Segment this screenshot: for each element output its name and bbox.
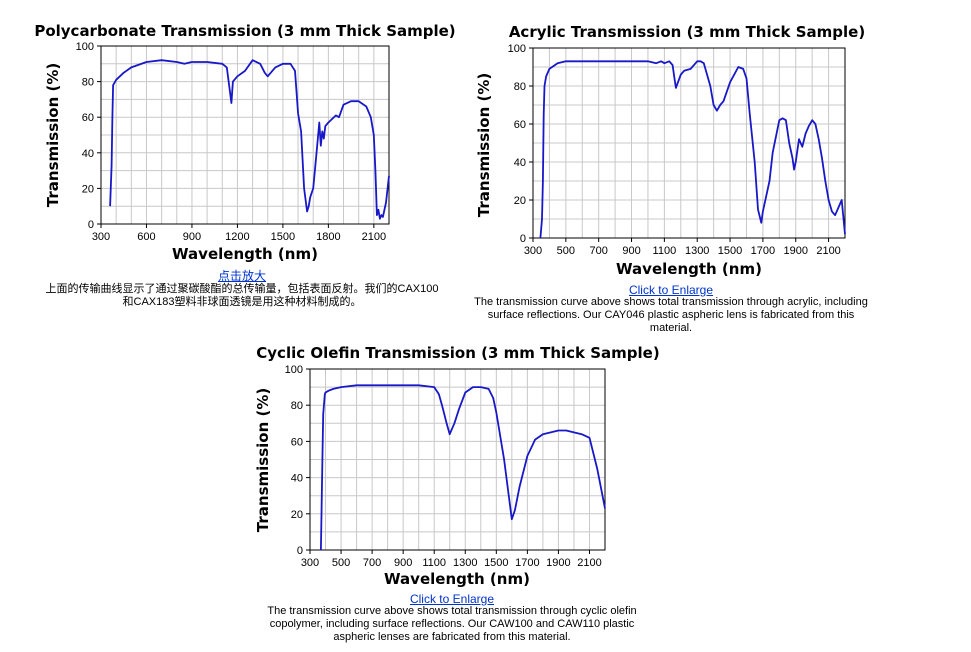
- acrylic-xtick-label: 700: [590, 245, 608, 257]
- acrylic-transmission-curve: [539, 60, 846, 239]
- cyclic-olefin-ytick-label: 40: [291, 473, 303, 485]
- acrylic-ytick-label: 20: [514, 195, 526, 207]
- polycarbonate-x-axis-label: Wavelength (nm): [172, 245, 318, 263]
- cyclic-olefin-xtick-label: 1700: [515, 557, 539, 569]
- cyclic-olefin-xtick-label: 1100: [422, 557, 446, 569]
- acrylic-xtick-label: 300: [524, 245, 542, 257]
- acrylic-xtick-label: 2100: [816, 245, 840, 257]
- acrylic-xtick-label: 500: [557, 245, 575, 257]
- cyclic-olefin-chart-title: Cyclic Olefin Transmission (3 mm Thick S…: [256, 344, 659, 362]
- cyclic-olefin-ytick-label: 80: [291, 400, 303, 412]
- polycarbonate-transmission-curve: [109, 59, 390, 220]
- polycarbonate-ytick-label: 60: [82, 112, 94, 124]
- cyclic-olefin-caption: The transmission curve above shows total…: [267, 605, 637, 643]
- polycarbonate-xtick-label: 2100: [362, 231, 386, 243]
- polycarbonate-ytick-label: 20: [82, 183, 94, 195]
- cyclic-olefin-ytick-label: 100: [285, 364, 303, 376]
- acrylic-ytick-label: 40: [514, 157, 526, 169]
- acrylic-chart-title: Acrylic Transmission (3 mm Thick Sample): [509, 23, 865, 41]
- polycarbonate-xtick-label: 1500: [271, 231, 295, 243]
- polycarbonate-ytick-label: 0: [88, 219, 94, 231]
- polycarbonate-ytick-label: 100: [76, 41, 94, 53]
- cyclic-olefin-xtick-label: 900: [394, 557, 412, 569]
- polycarbonate-xtick-label: 1200: [225, 231, 249, 243]
- cyclic-olefin-xtick-label: 500: [332, 557, 350, 569]
- cyclic-olefin-x-axis-label: Wavelength (nm): [384, 570, 530, 588]
- polycarbonate-plot-frame: [100, 45, 390, 225]
- cyclic-olefin-xtick-label: 1300: [453, 557, 477, 569]
- polycarbonate-xtick-label: 1800: [316, 231, 340, 243]
- cyclic-olefin-xtick-label: 2100: [577, 557, 601, 569]
- acrylic-ytick-label: 100: [508, 43, 526, 55]
- polycarbonate-ytick-label: 40: [82, 148, 94, 160]
- acrylic-xtick-label: 1300: [685, 245, 709, 257]
- acrylic-caption: The transmission curve above shows total…: [474, 296, 868, 334]
- cyclic-olefin-xtick-label: 300: [301, 557, 319, 569]
- polycarbonate-xtick-label: 300: [92, 231, 110, 243]
- acrylic-xtick-label: 1100: [653, 245, 677, 257]
- acrylic-ytick-label: 80: [514, 81, 526, 93]
- acrylic-ytick-label: 60: [514, 119, 526, 131]
- acrylic-click-to-enlarge-link[interactable]: Click to Enlarge: [628, 283, 714, 297]
- acrylic-xtick-label: 1500: [718, 245, 742, 257]
- polycarbonate-xtick-label: 600: [137, 231, 155, 243]
- cyclic-olefin-plot-frame: [309, 368, 606, 551]
- cyclic-olefin-click-to-enlarge-link[interactable]: Click to Enlarge: [409, 592, 495, 606]
- cyclic-olefin-ytick-label: 0: [297, 545, 303, 557]
- polycarbonate-xtick-label: 900: [183, 231, 201, 243]
- cyclic-olefin-xtick-label: 1900: [546, 557, 570, 569]
- cyclic-olefin-transmission-curve: [320, 384, 606, 551]
- acrylic-y-axis-label: Transmission (%): [475, 73, 493, 217]
- cyclic-olefin-ytick-label: 60: [291, 436, 303, 448]
- cyclic-olefin-xtick-label: 700: [363, 557, 381, 569]
- polycarbonate-click-to-enlarge-link[interactable]: 点击放大: [217, 269, 267, 283]
- acrylic-x-axis-label: Wavelength (nm): [616, 260, 762, 278]
- cyclic-olefin-xtick-label: 1500: [484, 557, 508, 569]
- polycarbonate-chart-title: Polycarbonate Transmission (3 mm Thick S…: [34, 22, 455, 40]
- acrylic-xtick-label: 1700: [751, 245, 775, 257]
- acrylic-xtick-label: 900: [622, 245, 640, 257]
- cyclic-olefin-y-axis-label: Transmission (%): [254, 388, 272, 532]
- acrylic-xtick-label: 1900: [783, 245, 807, 257]
- acrylic-ytick-label: 0: [520, 233, 526, 245]
- acrylic-plot-frame: [532, 47, 846, 239]
- polycarbonate-ytick-label: 80: [82, 77, 94, 89]
- polycarbonate-y-axis-label: Transmission (%): [44, 63, 62, 207]
- cyclic-olefin-ytick-label: 20: [291, 509, 303, 521]
- polycarbonate-caption: 上面的传输曲线显示了通过聚碳酸酯的总传输量，包括表面反射。我们的CAX100和C…: [45, 283, 439, 308]
